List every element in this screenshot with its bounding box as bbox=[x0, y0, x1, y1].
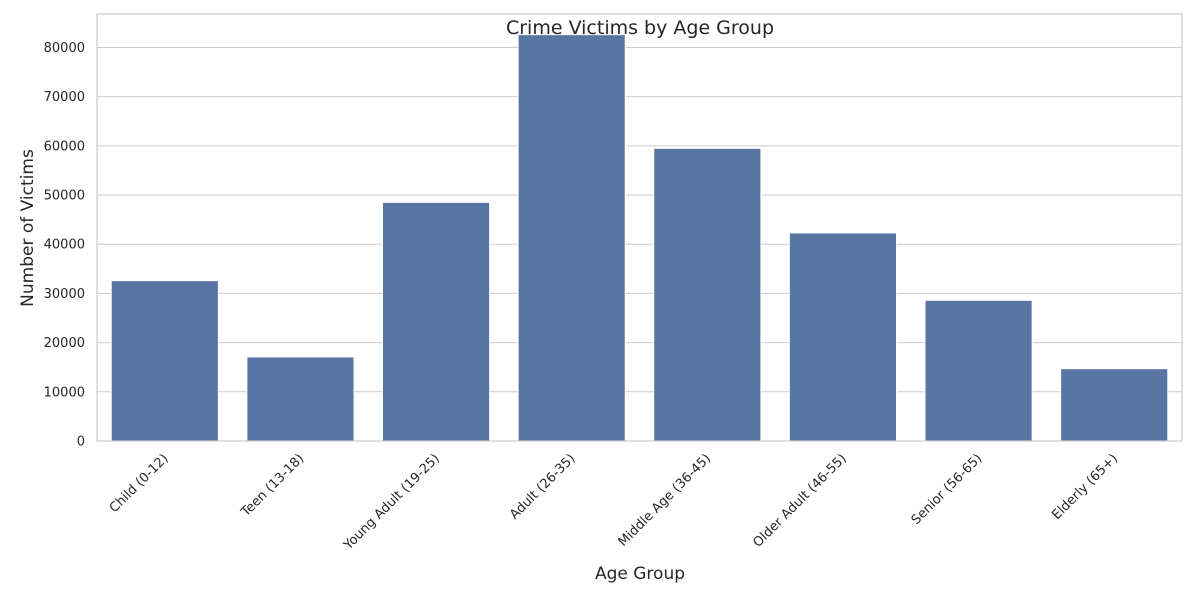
x-tick-label: Senior (56-65) bbox=[909, 451, 986, 528]
bar bbox=[653, 147, 762, 442]
y-tick-label: 70000 bbox=[44, 90, 85, 105]
y-axis-label: Number of Victims bbox=[18, 149, 38, 307]
x-tick-label: Child (0-12) bbox=[107, 451, 172, 516]
y-tick-label: 0 bbox=[77, 435, 85, 450]
y-tick-label: 20000 bbox=[44, 336, 85, 351]
x-tick-label: Teen (13-18) bbox=[238, 451, 307, 520]
x-axis-label: Age Group bbox=[595, 564, 685, 584]
x-tick-labels: Child (0-12) Teen (13-18) Young Adult (19-… bbox=[107, 451, 1121, 553]
plot-frame bbox=[96, 13, 1183, 442]
bar bbox=[924, 299, 1033, 442]
y-tick-labels: 0 10000 20000 30000 40000 50000 60000 70000 8000… bbox=[44, 41, 85, 450]
y-tick-label: 40000 bbox=[44, 238, 85, 253]
x-tick-label: Young Adult (19-25) bbox=[340, 451, 442, 553]
bars bbox=[110, 34, 1169, 442]
y-tick-label: 60000 bbox=[44, 139, 85, 154]
bar bbox=[1060, 368, 1169, 442]
bar bbox=[110, 280, 219, 442]
bar bbox=[381, 201, 491, 442]
bar bbox=[246, 356, 355, 442]
bar bbox=[788, 232, 898, 442]
x-tick-label: Elderly (65+) bbox=[1049, 451, 1121, 523]
y-tick-label: 50000 bbox=[44, 189, 85, 204]
x-tick-label: Adult (26-35) bbox=[507, 451, 578, 522]
chart-title: Crime Victims by Age Group bbox=[506, 17, 774, 39]
x-tick-label: Middle Age (36-45) bbox=[616, 451, 714, 549]
x-tick-label: Older Adult (46-55) bbox=[750, 451, 849, 550]
y-tick-label: 30000 bbox=[44, 287, 85, 302]
bar bbox=[517, 34, 626, 442]
y-tick-label: 80000 bbox=[44, 41, 85, 56]
y-tick-label: 10000 bbox=[44, 385, 85, 400]
